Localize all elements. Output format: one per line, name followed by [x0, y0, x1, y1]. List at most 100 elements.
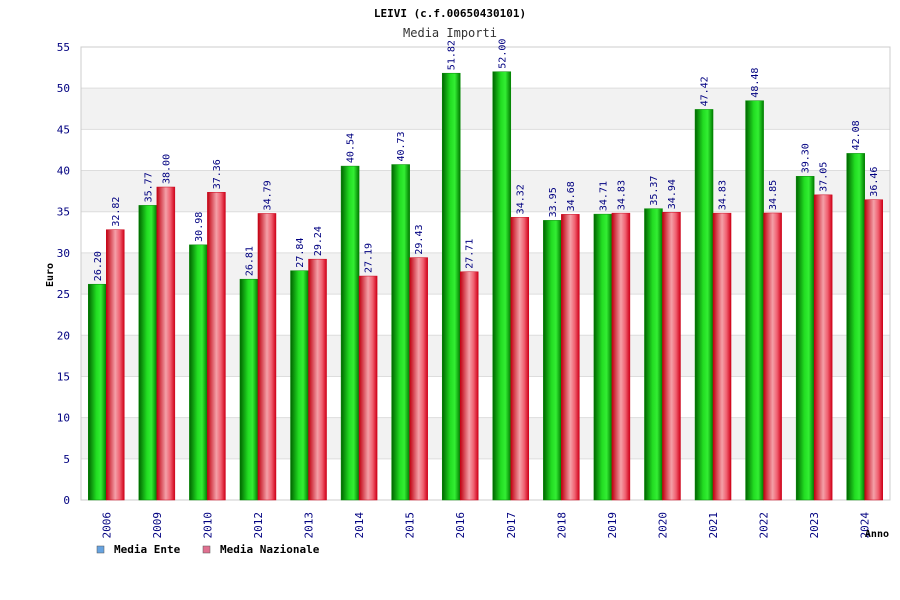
y-tick-label: 0: [63, 494, 70, 507]
legend: Media Ente Media Nazionale: [96, 543, 320, 556]
plot-border: [80, 46, 891, 501]
data-label: 42.08: [851, 120, 862, 150]
y-tick-label: 15: [57, 370, 70, 383]
x-tick-label: 2022: [758, 512, 771, 539]
bar-media-nazionale-2014: [358, 275, 378, 501]
x-tick-label: 2014: [353, 512, 366, 539]
y-tick-label: 10: [57, 412, 70, 425]
legend-swatch-media-ente: [96, 545, 105, 554]
legend-swatch-media-nazionale: [202, 545, 211, 554]
bar-media-ente-2024: [846, 153, 865, 501]
bars: [88, 71, 883, 501]
data-label: 27.84: [295, 238, 306, 268]
bar-media-nazionale-2013: [308, 258, 327, 501]
data-label: 40.73: [396, 131, 407, 161]
legend-label-media-ente: Media Ente: [114, 543, 181, 556]
data-label: 38.00: [161, 154, 172, 184]
chart-title: LEIVI (c.f.00650430101): [374, 7, 526, 20]
data-label: 34.85: [768, 180, 779, 210]
bar-media-nazionale-2022: [763, 212, 782, 501]
bar-media-ente-2006: [88, 283, 107, 501]
data-label: 29.43: [414, 224, 425, 254]
grid-band: [81, 129, 890, 171]
bar-media-nazionale-2016: [459, 271, 479, 501]
data-label: 26.20: [93, 251, 104, 281]
bar-media-ente-2020: [644, 208, 663, 501]
x-tick-label: 2013: [303, 512, 316, 539]
x-tick-label: 2017: [505, 512, 518, 539]
y-tick-label: 55: [57, 41, 70, 54]
data-label: 35.37: [649, 176, 660, 206]
bar-media-nazionale-2015: [409, 257, 428, 501]
data-label: 34.79: [262, 180, 273, 210]
bar-media-nazionale-2010: [207, 192, 226, 501]
bar-media-nazionale-2020: [662, 211, 681, 501]
bar-media-nazionale-2018: [561, 214, 580, 501]
bar-media-nazionale-2012: [257, 213, 277, 501]
data-labels: 26.20 32.82 35.77 38.00 30.98 37.36 26.81 34.79…: [93, 39, 880, 282]
x-tick-label: 2009: [151, 512, 164, 539]
data-label: 34.68: [566, 181, 577, 211]
data-label: 36.46: [869, 167, 880, 197]
bar-media-ente-2019: [593, 213, 613, 501]
bar-media-ente-2022: [745, 100, 764, 501]
bar-media-ente-2021: [694, 109, 714, 501]
x-tick-label: 2024: [859, 512, 872, 539]
y-tick-label: 20: [57, 329, 70, 342]
y-tick-label: 40: [57, 165, 70, 178]
y-tick-label: 35: [57, 206, 70, 219]
bar-media-ente-2013: [290, 270, 309, 501]
data-label: 27.19: [364, 243, 375, 273]
bar-media-ente-2012: [239, 278, 259, 501]
data-label: 37.05: [819, 162, 830, 192]
bar-media-nazionale-2023: [813, 194, 833, 501]
bar-media-ente-2018: [543, 220, 562, 501]
bar-media-ente-2015: [391, 164, 410, 501]
x-tick-label: 2016: [454, 512, 467, 539]
data-label: 48.48: [750, 68, 761, 98]
data-label: 34.83: [616, 180, 627, 210]
y-tick-label: 5: [63, 453, 70, 466]
bar-media-nazionale-2006: [106, 229, 125, 501]
x-tick-label: 2006: [100, 512, 113, 539]
data-label: 29.24: [313, 226, 324, 256]
bar-media-ente-2010: [189, 244, 208, 501]
data-label: 32.82: [111, 197, 122, 227]
x-axis-ticks: 2006 2009 2010 2012 2013 2014 2015 2016 2017 2018…: [100, 512, 871, 539]
bar-media-ente-2017: [492, 71, 512, 501]
data-label: 52.00: [497, 39, 508, 69]
x-tick-label: 2015: [404, 512, 417, 539]
grid-band: [81, 47, 890, 89]
data-label: 40.54: [346, 133, 357, 163]
x-tick-label: 2010: [201, 512, 214, 539]
bar-media-nazionale-2009: [156, 186, 176, 501]
y-tick-label: 30: [57, 247, 70, 260]
data-label: 34.32: [515, 184, 526, 214]
data-label: 39.30: [801, 143, 812, 173]
bar-media-ente-2014: [340, 165, 360, 501]
chart-subtitle: Media Importi: [403, 26, 497, 40]
x-axis-label: Anno: [865, 529, 889, 540]
y-tick-label: 50: [57, 82, 70, 95]
bar-media-nazionale-2024: [864, 199, 883, 501]
x-tick-label: 2021: [707, 512, 720, 539]
x-tick-label: 2019: [606, 512, 619, 539]
data-label: 26.81: [244, 246, 255, 276]
y-axis-label: Euro: [45, 263, 56, 287]
bar-media-ente-2023: [795, 176, 815, 501]
data-label: 34.94: [667, 179, 678, 209]
data-label: 37.36: [212, 159, 223, 189]
data-label: 33.95: [548, 187, 559, 217]
data-label: 35.77: [143, 172, 154, 202]
legend-label-media-nazionale: Media Nazionale: [220, 543, 320, 556]
x-tick-label: 2023: [808, 512, 821, 539]
data-label: 34.71: [598, 181, 609, 211]
bar-media-ente-2009: [138, 205, 158, 501]
bar-media-ente-2016: [441, 72, 461, 501]
bar-media-nazionale-2021: [712, 212, 732, 501]
data-label: 51.82: [447, 40, 458, 70]
y-tick-label: 25: [57, 288, 70, 301]
x-tick-label: 2020: [656, 512, 669, 539]
grid-band: [81, 88, 890, 130]
